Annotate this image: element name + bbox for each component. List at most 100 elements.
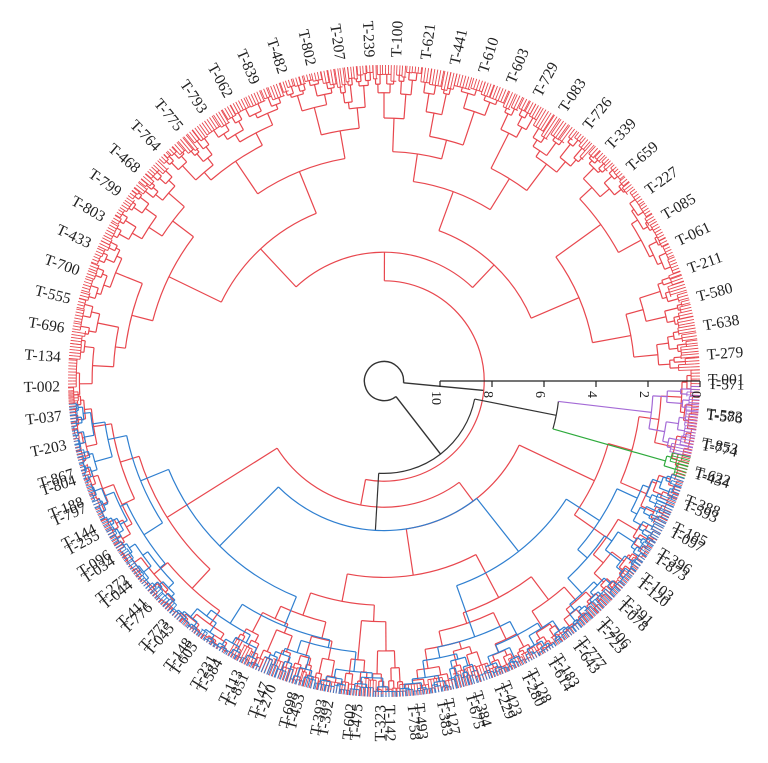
branch-line bbox=[291, 82, 294, 86]
cluster-arc bbox=[676, 305, 680, 311]
leaf-line bbox=[230, 656, 233, 658]
cluster-arc bbox=[243, 644, 253, 650]
leaf-line bbox=[77, 303, 84, 307]
branch-line bbox=[314, 680, 317, 683]
tip-label: T-383 bbox=[433, 698, 456, 737]
leaf-line bbox=[630, 572, 634, 576]
branch-line bbox=[680, 354, 689, 356]
leaf-line bbox=[267, 86, 271, 92]
branch-line bbox=[244, 105, 247, 109]
leaf-line bbox=[630, 571, 635, 575]
leaf-line bbox=[285, 80, 287, 84]
leaf-line bbox=[103, 234, 107, 238]
leaf-line bbox=[104, 232, 109, 235]
branch-line bbox=[654, 522, 660, 527]
branch-line bbox=[598, 163, 605, 169]
leaf-line bbox=[667, 502, 675, 506]
branch-line bbox=[687, 424, 694, 427]
branch-line bbox=[491, 661, 495, 668]
branch-line bbox=[258, 96, 262, 103]
leaf-line bbox=[614, 589, 619, 594]
leaf-line bbox=[521, 97, 525, 103]
leaf-line bbox=[157, 160, 162, 164]
branch-line bbox=[108, 526, 111, 529]
branch-line bbox=[648, 241, 657, 247]
branch-line bbox=[392, 118, 395, 152]
cluster-arc bbox=[400, 93, 412, 96]
branch-line bbox=[617, 518, 638, 531]
leaf-line bbox=[477, 79, 481, 86]
leaf-line bbox=[690, 335, 697, 338]
leaf-line bbox=[152, 592, 158, 597]
branch-line bbox=[673, 272, 676, 274]
tip-label: T-580 bbox=[695, 280, 735, 306]
branch-line bbox=[231, 653, 234, 657]
leaf-line bbox=[209, 642, 212, 646]
leaf-line bbox=[688, 413, 699, 416]
leaf-line bbox=[488, 674, 491, 679]
leaf-line bbox=[674, 267, 680, 271]
leaf-line bbox=[467, 76, 470, 81]
branch-line bbox=[107, 434, 127, 441]
branch-line bbox=[592, 601, 595, 604]
cluster-arc bbox=[294, 662, 302, 666]
branch-line bbox=[85, 296, 89, 299]
branch-line bbox=[422, 679, 425, 686]
branch-line bbox=[672, 493, 677, 496]
branch-line bbox=[317, 74, 320, 81]
branch-line bbox=[533, 110, 540, 119]
cluster-arc bbox=[577, 488, 618, 550]
leaf-line bbox=[225, 652, 228, 655]
branch-line bbox=[296, 667, 301, 677]
branch-line bbox=[622, 184, 627, 189]
leaf-line bbox=[270, 672, 273, 677]
branch-line bbox=[201, 634, 204, 638]
branch-line bbox=[182, 165, 197, 181]
branch-line bbox=[125, 550, 129, 553]
branch-line bbox=[80, 325, 90, 329]
branch-line bbox=[438, 191, 454, 231]
branch-line bbox=[285, 653, 292, 668]
branch-line bbox=[140, 182, 146, 188]
branch-line bbox=[340, 77, 343, 86]
tip-label: T-583 bbox=[705, 406, 743, 427]
branch-line bbox=[144, 207, 157, 217]
leaf-line bbox=[271, 665, 277, 677]
branch-line bbox=[503, 665, 506, 671]
branch-line bbox=[677, 293, 681, 296]
branch-line bbox=[109, 528, 112, 531]
leaf-line bbox=[682, 464, 689, 468]
leaf-line bbox=[186, 626, 189, 629]
branch-line bbox=[678, 323, 686, 326]
branch-line bbox=[110, 522, 115, 526]
branch-line bbox=[644, 528, 652, 534]
branch-line bbox=[624, 555, 633, 563]
branch-line bbox=[618, 581, 623, 585]
leaf-line bbox=[643, 555, 647, 558]
branch-line bbox=[669, 451, 676, 454]
branch-line bbox=[657, 500, 668, 506]
cluster-arc bbox=[316, 672, 322, 675]
branch-line bbox=[185, 146, 192, 152]
leaf-line bbox=[75, 449, 79, 451]
cluster-arc bbox=[210, 144, 263, 181]
cluster-arc bbox=[630, 559, 635, 565]
leaf-line bbox=[235, 653, 239, 661]
leaf-line bbox=[625, 576, 630, 581]
branch-line bbox=[317, 683, 320, 688]
leaf-line bbox=[552, 118, 560, 129]
branch-line bbox=[253, 99, 257, 105]
branch-line bbox=[616, 566, 623, 573]
branch-line bbox=[84, 454, 89, 457]
leaf-line bbox=[229, 651, 234, 658]
branch-line bbox=[592, 554, 604, 564]
branch-line bbox=[400, 81, 402, 95]
leaf-line bbox=[169, 148, 173, 152]
branch-line bbox=[420, 75, 423, 82]
branch-line bbox=[357, 620, 363, 660]
branch-line bbox=[103, 516, 107, 519]
branch-line bbox=[663, 465, 676, 470]
cluster-arc bbox=[680, 301, 683, 307]
branch-line bbox=[88, 480, 91, 483]
branch-line bbox=[598, 600, 604, 606]
